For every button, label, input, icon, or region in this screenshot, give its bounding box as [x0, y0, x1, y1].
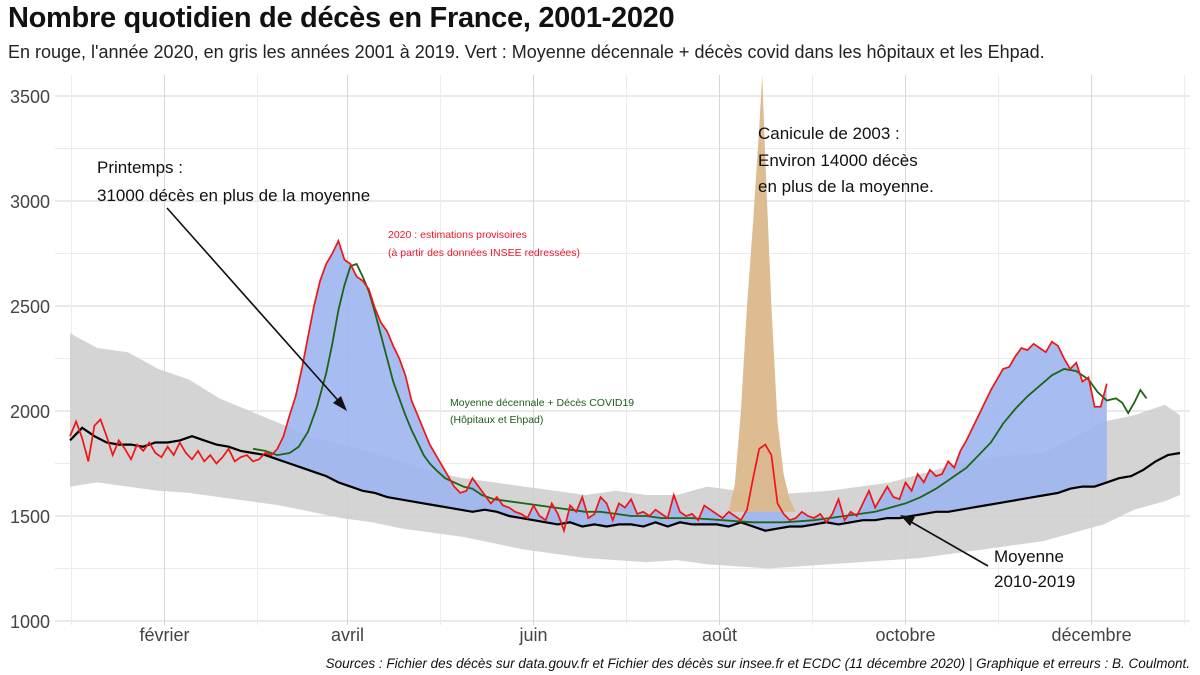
printemps-arrow	[166, 207, 344, 407]
annotation-canicule-1: Canicule de 2003 :	[758, 124, 900, 143]
x-axis-ticks: février avril juin août octobre décembre	[140, 625, 1132, 645]
x-tick-label: juin	[519, 625, 548, 645]
excess-area	[265, 240, 1107, 531]
moyenne-arrow-head	[900, 515, 915, 526]
x-tick-label: août	[702, 625, 737, 645]
heatwave-2003-area	[728, 75, 796, 512]
x-tick-label: avril	[331, 625, 364, 645]
series-line-2020	[69, 238, 1108, 534]
chart-canvas: 1000 1500 2000 2500 3000 3500 février avril jui…	[10, 75, 1190, 645]
annotation-canicule-3: en plus de la moyenne.	[758, 177, 934, 196]
annotation-printemps-1: Printemps :	[97, 158, 183, 177]
excess-mortality-area	[265, 240, 1107, 531]
moyenne-arrow	[905, 518, 989, 567]
annotations: Printemps : 31000 décès en plus de la mo…	[97, 124, 1075, 591]
chart-title: Nombre quotidien de décès en France, 200…	[8, 2, 675, 34]
heatwave-2003-peak	[728, 75, 796, 512]
annotation-moyenne-1: Moyenne	[994, 547, 1064, 566]
annotation-estimations-2: (à partir des données INSEE redressées)	[388, 247, 580, 259]
annotation-canicule-2: Environ 14000 décès	[758, 151, 918, 170]
series-line-moyenne-plus-covid	[252, 262, 1148, 524]
y-tick-label: 3500	[10, 87, 50, 107]
annotation-covid-1: Moyenne décennale + Décès COVID19	[450, 397, 634, 409]
y-tick-label: 3000	[10, 192, 50, 212]
annotation-moyenne-2: 2010-2019	[994, 572, 1075, 591]
y-tick-label: 2000	[10, 402, 50, 422]
annotation-printemps-2: 31000 décès en plus de la moyenne	[97, 186, 370, 205]
y-axis-ticks: 1000 1500 2000 2500 3000 3500	[10, 87, 50, 632]
x-tick-label: octobre	[876, 625, 936, 645]
x-tick-label: février	[140, 625, 190, 645]
printemps-arrow-head	[333, 396, 347, 411]
y-tick-label: 1500	[10, 507, 50, 527]
series-lines	[69, 238, 1181, 534]
x-tick-label: décembre	[1052, 625, 1132, 645]
series-line-moyenne-2010-2019	[69, 426, 1181, 532]
y-tick-label: 2500	[10, 297, 50, 317]
chart-subtitle: En rouge, l'année 2020, en gris les anné…	[8, 42, 1045, 62]
y-tick-label: 1000	[10, 612, 50, 632]
annotation-covid-2: (Hôpitaux et Ehpad)	[450, 414, 543, 426]
chart-source: Sources : Fichier des décès sur data.gou…	[325, 656, 1190, 671]
annotation-estimations-1: 2020 : estimations provisoires	[388, 229, 527, 241]
